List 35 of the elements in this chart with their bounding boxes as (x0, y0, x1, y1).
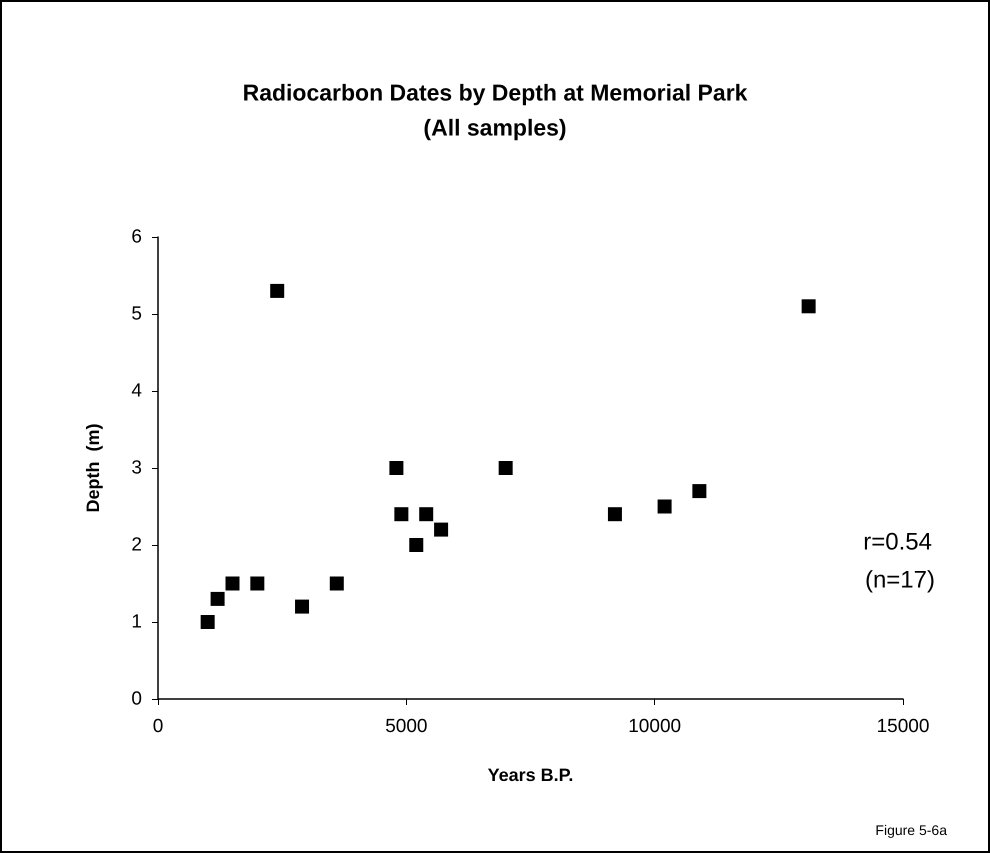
point (419, 507, 434, 522)
point (409, 538, 424, 552)
x-tick-label: 10000 (628, 716, 682, 737)
annotation: r=0.54 (863, 528, 932, 556)
x-tick-label: 0 (152, 716, 164, 737)
y-tick-label: 0 (131, 688, 142, 710)
chart-subtitle: (All samples) (423, 114, 567, 140)
point (658, 500, 672, 514)
y-tick-label: 1 (131, 612, 142, 632)
x-tick-label: 15000 (876, 716, 930, 737)
point (210, 592, 225, 606)
caption: Figure 5-6a (875, 822, 948, 838)
point (295, 600, 310, 614)
y-tick-label: 4 (131, 380, 142, 402)
point (394, 507, 408, 522)
point (389, 461, 404, 475)
x-tick-label: 5000 (385, 716, 428, 737)
y-tick-label: 6 (131, 226, 142, 248)
point (330, 576, 344, 590)
point (226, 576, 240, 590)
point (498, 461, 513, 475)
point (802, 299, 816, 314)
annotation: (n=17) (864, 566, 935, 594)
point (608, 507, 622, 522)
point (692, 484, 706, 498)
x-axis-title: Years B.P. (488, 765, 574, 785)
chart-title: Radiocarbon Dates by Depth at Memorial Park (242, 80, 748, 106)
point (270, 284, 284, 298)
y-axis-title: Depth (m) (83, 424, 103, 512)
point (200, 615, 215, 629)
y-tick-label: 3 (131, 458, 142, 478)
point (434, 522, 448, 537)
y-tick-label: 5 (131, 304, 142, 324)
y-tick-label: 2 (131, 534, 142, 556)
point (250, 576, 264, 590)
